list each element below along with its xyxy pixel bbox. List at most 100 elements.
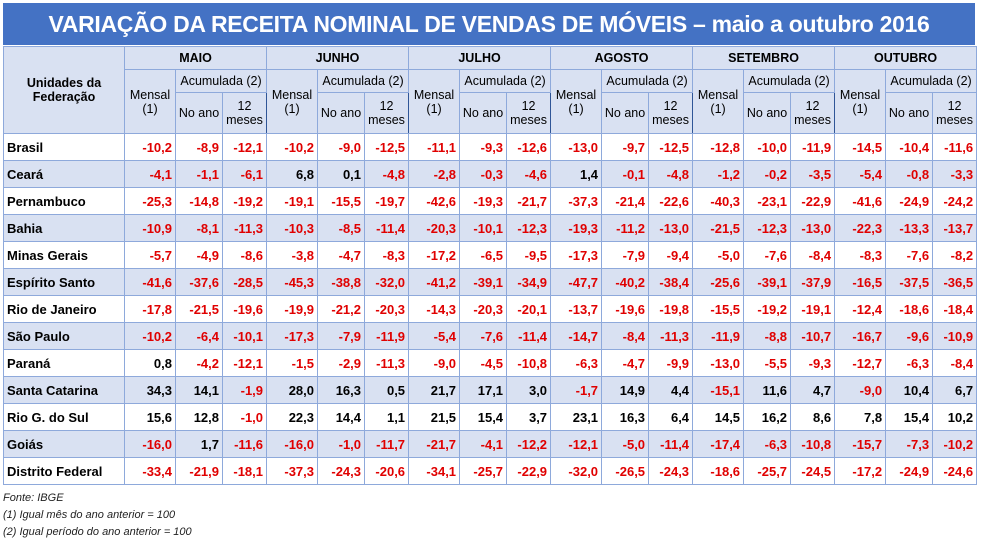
value-cell: -17,3 <box>266 322 319 350</box>
value-cell: -11,3 <box>221 214 268 242</box>
value-cell: -17,2 <box>834 457 887 485</box>
value-cell: -7,3 <box>885 430 934 458</box>
month-header: AGOSTO <box>550 46 694 70</box>
value-cell: 21,7 <box>408 376 461 404</box>
value-cell: 1,4 <box>550 160 603 188</box>
value-cell: -5,4 <box>408 322 461 350</box>
value-cell: 0,1 <box>317 160 366 188</box>
uf-name: Pernambuco <box>3 187 125 215</box>
doze-meses-header: 12 meses <box>506 92 552 134</box>
value-cell: -21,5 <box>692 214 745 242</box>
value-cell: -11,9 <box>364 322 410 350</box>
value-cell: -12,3 <box>743 214 792 242</box>
value-cell: -12,1 <box>550 430 603 458</box>
value-cell: -21,7 <box>506 187 552 215</box>
value-cell: -19,6 <box>601 295 650 323</box>
value-cell: 6,4 <box>648 403 694 431</box>
value-cell: -19,3 <box>550 214 603 242</box>
value-cell: -4,2 <box>175 349 223 377</box>
value-cell: -16,0 <box>266 430 319 458</box>
value-cell: -13,3 <box>885 214 934 242</box>
no-ano-header: No ano <box>601 92 650 134</box>
value-cell: -6,1 <box>221 160 268 188</box>
value-cell: -8,3 <box>364 241 410 269</box>
value-cell: -1,9 <box>221 376 268 404</box>
value-cell: -1,2 <box>692 160 745 188</box>
value-cell: 17,1 <box>459 376 508 404</box>
value-cell: -13,0 <box>550 133 603 161</box>
value-cell: 3,0 <box>506 376 552 404</box>
table-row: Goiás -16,0 1,7 -11,6 -16,0 -1,0 -11,7 -21,7 -4,… <box>3 430 978 458</box>
value-cell: -8,4 <box>790 241 836 269</box>
value-cell: -11,1 <box>408 133 461 161</box>
value-cell: -10,1 <box>221 322 268 350</box>
value-cell: -10,1 <box>459 214 508 242</box>
value-cell: -15,7 <box>834 430 887 458</box>
value-cell: -11,9 <box>790 133 836 161</box>
uf-name: Santa Catarina <box>3 376 125 404</box>
value-cell: -32,0 <box>364 268 410 296</box>
value-cell: -34,1 <box>408 457 461 485</box>
value-cell: -6,3 <box>885 349 934 377</box>
value-cell: -24,2 <box>932 187 978 215</box>
value-cell: -10,8 <box>506 349 552 377</box>
value-cell: -22,9 <box>790 187 836 215</box>
uf-header: Unidades da Federação <box>3 46 125 134</box>
acumulada-header: Acumulada (2) <box>317 69 410 93</box>
value-cell: -3,8 <box>266 241 319 269</box>
value-cell: 10,4 <box>885 376 934 404</box>
value-cell: -1,5 <box>266 349 319 377</box>
value-cell: 1,7 <box>175 430 223 458</box>
value-cell: -12,1 <box>221 133 268 161</box>
doze-meses-header: 12 meses <box>790 92 836 134</box>
doze-meses-header: 12 meses <box>648 92 694 134</box>
value-cell: -12,5 <box>364 133 410 161</box>
no-ano-header: No ano <box>459 92 508 134</box>
value-cell: -15,5 <box>317 187 366 215</box>
value-cell: -24,6 <box>932 457 978 485</box>
mensal-header: Mensal (1) <box>266 69 319 134</box>
value-cell: -41,6 <box>834 187 887 215</box>
value-cell: -6,4 <box>175 322 223 350</box>
mensal-header: Mensal (1) <box>834 69 887 134</box>
value-cell: -23,1 <box>743 187 792 215</box>
value-cell: -36,5 <box>932 268 978 296</box>
value-cell: -9,0 <box>317 133 366 161</box>
value-cell: -1,0 <box>221 403 268 431</box>
value-cell: -20,1 <box>506 295 552 323</box>
value-cell: 16,3 <box>601 403 650 431</box>
value-cell: -8,4 <box>932 349 978 377</box>
uf-name: Rio G. do Sul <box>3 403 125 431</box>
value-cell: -12,2 <box>506 430 552 458</box>
value-cell: -21,5 <box>175 295 223 323</box>
table-row: Espírito Santo -41,6 -37,6 -28,5 -45,3 -38,8-… <box>3 268 978 296</box>
value-cell: 12,8 <box>175 403 223 431</box>
source-note: Fonte: IBGE <box>3 492 64 504</box>
uf-name: Bahia <box>3 214 125 242</box>
value-cell: -2,9 <box>317 349 366 377</box>
value-cell: -17,4 <box>692 430 745 458</box>
table-row: Rio de Janeiro -17,8 -21,5 -19,6 -19,9 -21,2-… <box>3 295 978 323</box>
value-cell: -7,9 <box>601 241 650 269</box>
value-cell: -25,3 <box>124 187 176 215</box>
value-cell: -12,4 <box>834 295 887 323</box>
value-cell: -14,7 <box>550 322 603 350</box>
value-cell: -16,5 <box>834 268 887 296</box>
value-cell: -6,5 <box>459 241 508 269</box>
sales-variation-table: Unidades da Federação MAIO JUNHO JULHO AGOST… <box>3 46 978 485</box>
value-cell: -1,7 <box>550 376 603 404</box>
value-cell: -24,3 <box>317 457 366 485</box>
uf-name: São Paulo <box>3 322 125 350</box>
value-cell: -5,0 <box>601 430 650 458</box>
value-cell: -37,3 <box>550 187 603 215</box>
value-cell: -9,7 <box>601 133 650 161</box>
value-cell: -8,1 <box>175 214 223 242</box>
acumulada-header: Acumulada (2) <box>174 69 268 93</box>
table-row: Minas Gerais -5,7 -4,9 -8,6 -3,8 -4,7 -8,3 -17,… <box>3 241 978 269</box>
value-cell: 14,5 <box>692 403 745 431</box>
value-cell: -19,1 <box>266 187 319 215</box>
value-cell: 14,9 <box>601 376 650 404</box>
value-cell: -5,0 <box>692 241 745 269</box>
value-cell: -4,1 <box>459 430 508 458</box>
value-cell: -11,3 <box>648 322 694 350</box>
